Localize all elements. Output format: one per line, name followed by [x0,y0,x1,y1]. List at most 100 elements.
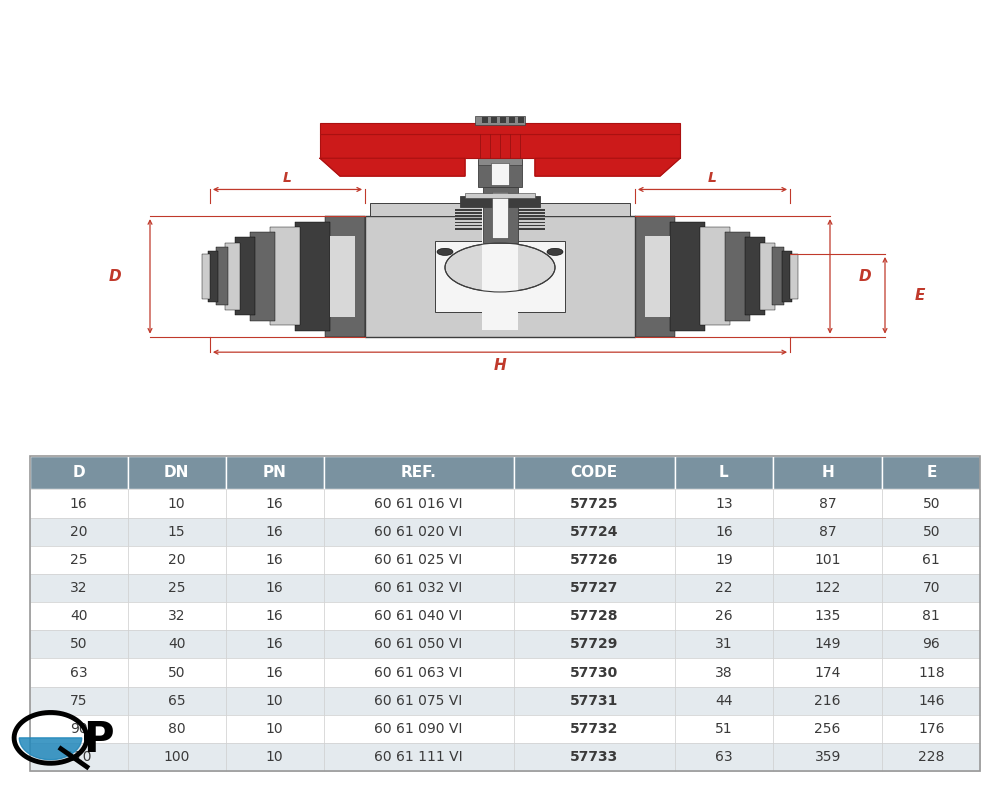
Bar [773,574,882,602]
Bar [30,630,128,659]
Text: 25: 25 [70,553,87,567]
Text: 16: 16 [266,553,283,567]
Text: 13: 13 [715,496,733,510]
Text: PN: PN [263,466,286,481]
Bar [128,489,226,518]
Text: 15: 15 [168,525,185,539]
Text: 57724: 57724 [570,525,619,539]
Bar [882,489,980,518]
Bar [320,133,680,159]
Bar [510,209,545,211]
Bar [773,546,882,574]
Text: 87: 87 [819,525,836,539]
Bar [514,602,675,630]
Bar [514,715,675,743]
Bar [675,630,773,659]
Text: D: D [72,466,85,481]
Bar [510,228,545,230]
Text: 101: 101 [814,553,841,567]
Text: 80: 80 [168,722,185,736]
Bar [216,248,228,305]
Bar [514,630,675,659]
Text: 135: 135 [814,609,841,623]
Bar [128,630,226,659]
Bar [330,236,355,316]
Bar [882,630,980,659]
Bar [455,228,490,230]
Bar [226,743,324,771]
Text: 61: 61 [922,553,940,567]
Bar [882,686,980,715]
Bar [324,630,514,659]
Bar [295,222,330,331]
Bar [455,209,490,211]
Text: 176: 176 [918,722,945,736]
Text: 63: 63 [715,750,733,764]
Bar [514,659,675,686]
Text: 60 61 032 VI: 60 61 032 VI [374,581,463,595]
Text: 16: 16 [70,496,88,510]
Bar [30,602,128,630]
Text: L: L [708,171,717,185]
Bar [226,659,324,686]
Bar [30,518,128,546]
Circle shape [437,249,453,256]
Text: 10: 10 [266,722,283,736]
Bar [30,456,128,489]
Bar [324,602,514,630]
Bar [325,216,365,337]
Bar [30,489,128,518]
Bar [475,116,525,125]
Text: 16: 16 [266,666,283,679]
Bar [514,743,675,771]
Text: 51: 51 [715,722,733,736]
Bar [773,518,882,546]
Bar [675,489,773,518]
Bar [30,743,128,771]
Text: 60 61 050 VI: 60 61 050 VI [374,638,463,652]
Bar [478,160,522,187]
Bar [455,219,490,220]
Bar [128,518,226,546]
Text: 57732: 57732 [570,722,618,736]
Bar [514,489,675,518]
Text: 40: 40 [168,638,185,652]
Bar [882,574,980,602]
Bar [208,251,218,302]
Text: 60 61 040 VI: 60 61 040 VI [374,609,463,623]
Text: 40: 40 [70,609,87,623]
Bar [460,196,540,208]
Polygon shape [320,159,465,176]
Bar [882,659,980,686]
Text: 32: 32 [168,609,185,623]
Text: 75: 75 [70,694,87,708]
Text: 16: 16 [266,525,283,539]
Bar [675,743,773,771]
Bar [773,715,882,743]
Bar [320,122,680,134]
Text: 60 61 075 VI: 60 61 075 VI [374,694,463,708]
Bar [482,196,518,330]
Bar [882,743,980,771]
Text: 10: 10 [266,694,283,708]
Bar [226,630,324,659]
Bar [773,743,882,771]
Text: 31: 31 [715,638,733,652]
Bar [492,192,508,238]
Bar [435,241,565,312]
Text: 16: 16 [715,525,733,539]
Bar [30,715,128,743]
Bar [675,574,773,602]
Bar [700,227,730,325]
Bar [773,686,882,715]
Text: 10: 10 [168,496,185,510]
Text: 359: 359 [814,750,841,764]
Text: 38: 38 [715,666,733,679]
Bar [745,237,765,316]
Bar [510,225,545,226]
Bar [226,602,324,630]
Text: 60 61 063 VI: 60 61 063 VI [374,666,463,679]
Text: DN: DN [164,466,189,481]
Bar [30,574,128,602]
Bar [675,686,773,715]
